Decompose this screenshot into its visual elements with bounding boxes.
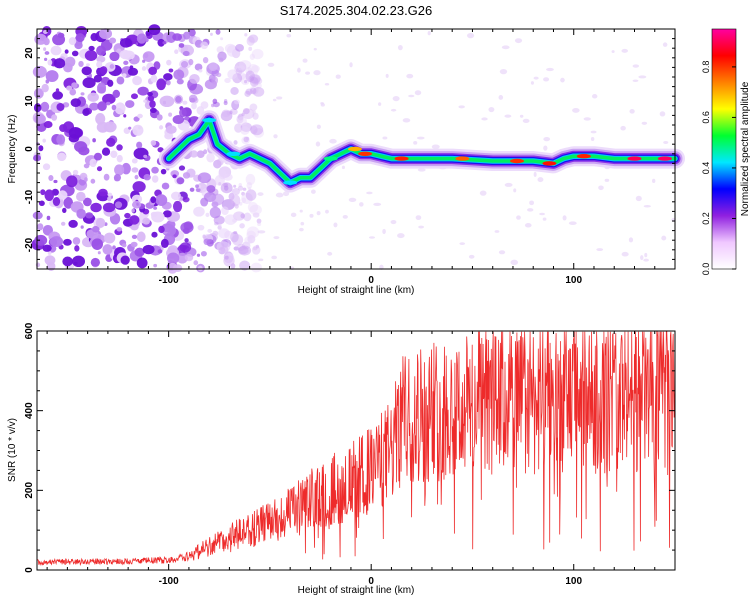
snr-y-tick-label: 400 [24,402,35,419]
colorbar-tick-label: 0.4 [701,162,711,175]
colorbar-tick-label: 0.0 [701,263,711,276]
snr-x-axis-label: Height of straight line (km) [298,585,415,596]
spectrogram-x-axis-label: Height of straight line (km) [298,285,415,296]
snr-y-tick-label: 200 [24,482,35,499]
spectrogram-y-tick-label: -20 [24,237,35,252]
signal-hotspot-7 [455,156,470,161]
signal-hotspot-3 [323,156,338,161]
signal-hotspot-2 [283,180,298,185]
spectrogram-signal-trace [158,110,685,193]
colorbar-ticks: 0.0 0.2 0.4 0.6 0.8 [701,28,737,276]
spectrogram-y-axis-label: Frequency (Hz) [7,115,18,184]
colorbar-label: Normalized spectral amplitude [740,81,750,216]
colorbar-frame [711,28,737,270]
colorbar-tick-label: 0.2 [701,212,711,225]
snr-x-tick-label: 0 [368,576,374,587]
snr-x-tick-label: 100 [565,576,582,587]
snr-x-tick-label: -100 [159,576,179,587]
signal-hotspot-5 [358,151,373,156]
snr-y-tick-label: 600 [24,322,35,339]
spectrogram-x-tick-label: -100 [159,275,179,286]
signal-hotspot-10 [576,154,591,159]
spectrogram-x-tick-label: 100 [565,275,582,286]
snr-axes: -100 0 100 0 200 400 600 [24,322,676,587]
snr-panel: -100 0 100 0 200 400 600 Height of straight li… [7,322,676,596]
spectrogram-plot-area [31,24,685,274]
spectrogram-x-tick-label: 0 [368,275,374,286]
colorbar-tick-label: 0.6 [701,111,711,124]
colorbar-gradient [712,29,736,269]
spectrogram-y-tick-label: 10 [24,95,35,107]
spectrogram-y-tick-label: -10 [24,189,35,204]
spectrogram-y-tick-label: 0 [24,146,35,152]
figure-title: S174.2025.304.02.23.G26 [280,3,433,18]
snr-plot-area [36,331,676,570]
snr-background [37,331,675,570]
spectrogram-y-tick-label: 20 [24,47,35,59]
spectrogram-frame [36,28,676,270]
signal-hotspot-12 [657,156,672,161]
signal-hotspot-9 [542,161,557,166]
signal-hotspot-0 [202,118,217,123]
spectrogram-noise [31,24,676,274]
snr-series-line [36,331,676,567]
signal-hotspot-8 [510,158,525,164]
snr-y-axis-label: SNR (10 * v/v) [7,418,18,482]
snr-y-tick-label: 0 [24,567,35,573]
signal-hotspot-6 [394,156,409,161]
signal-hotspot-1 [226,151,241,156]
colorbar: 0.0 0.2 0.4 0.6 0.8 Normalized spectral ampl… [701,28,750,276]
colorbar-tick-label: 0.8 [701,61,711,74]
signal-hotspot-4 [347,146,362,152]
signal-hotspot-11 [627,156,642,161]
